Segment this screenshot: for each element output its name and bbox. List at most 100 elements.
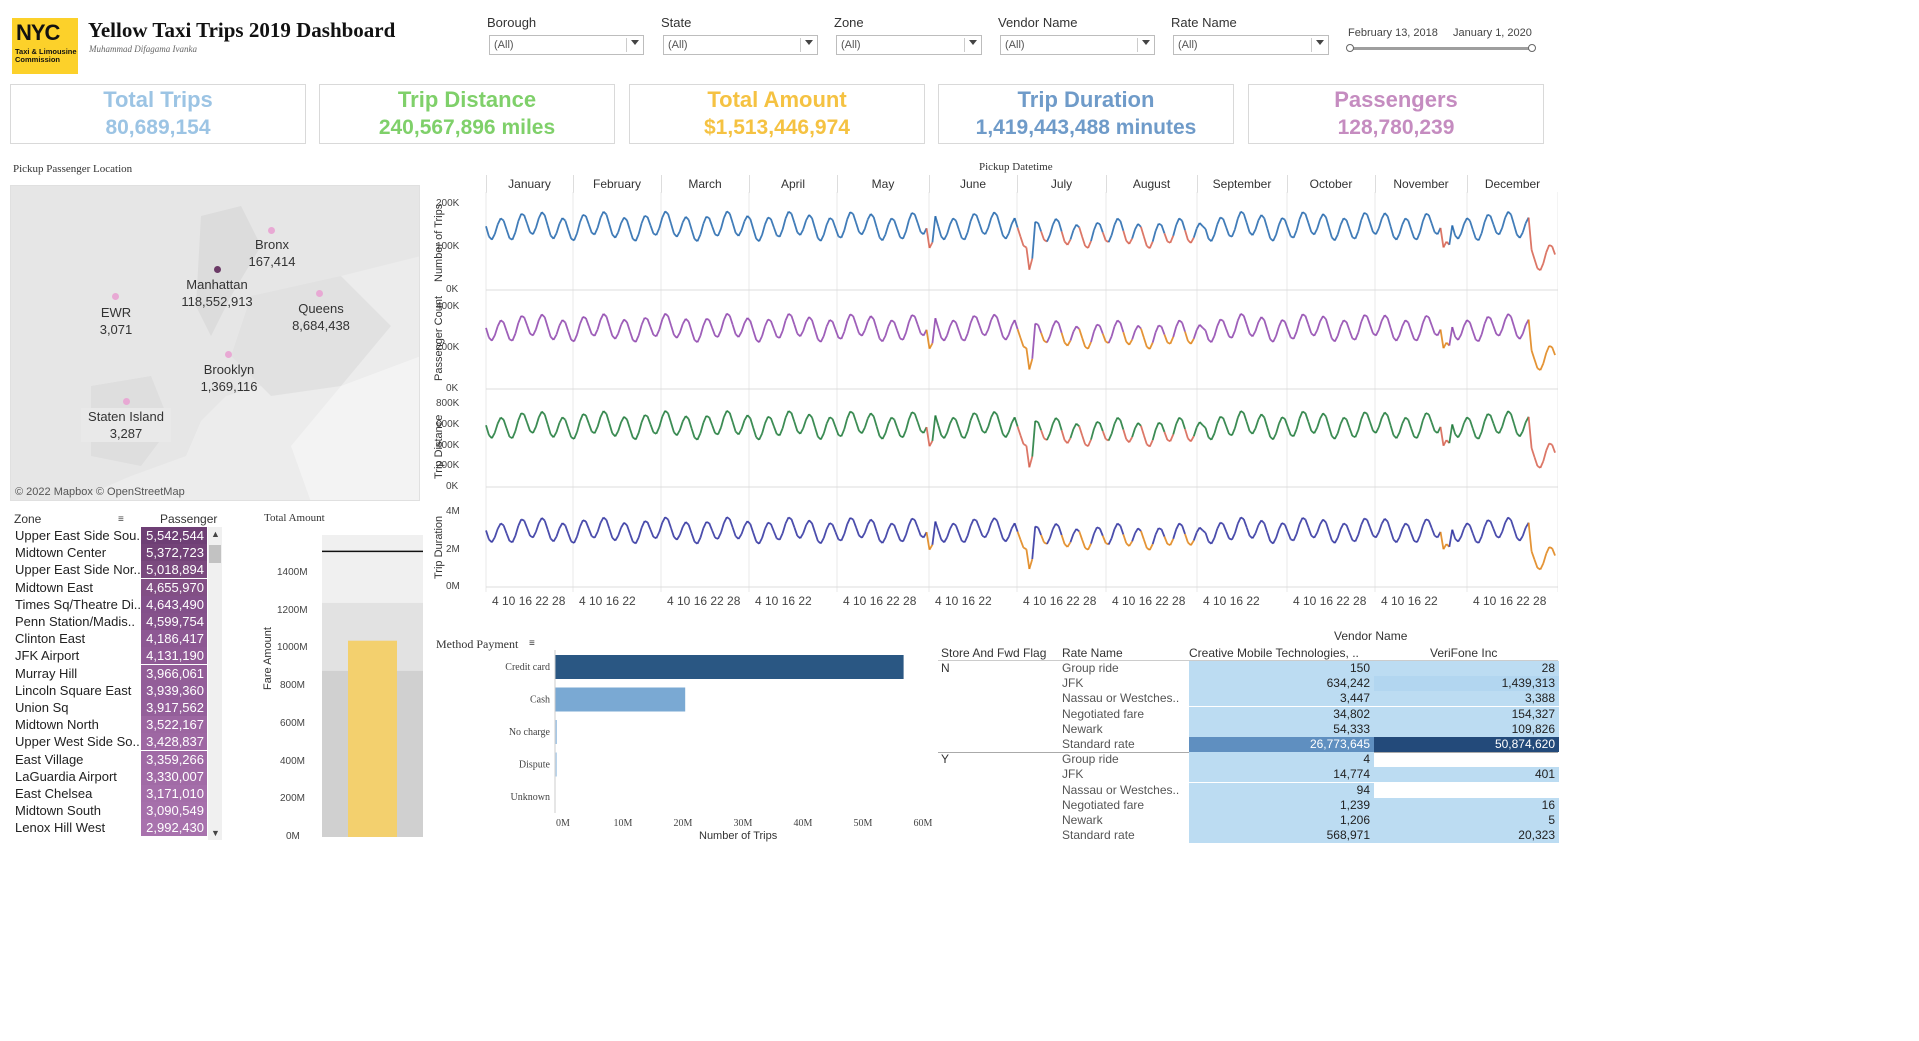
series-segment — [593, 227, 599, 235]
series-segment — [1172, 224, 1178, 236]
series-segment — [661, 210, 666, 219]
series-segment — [1263, 217, 1269, 229]
table-row[interactable]: Lincoln Square East 3,939,360 — [10, 681, 207, 699]
filter-state-dropdown[interactable]: (All) — [663, 35, 818, 55]
table-row[interactable]: Midtown East 4,655,970 — [10, 578, 207, 596]
series-segment — [520, 213, 525, 217]
table-row[interactable]: LaGuardia Airport 3,330,007 — [10, 767, 207, 785]
series-segment — [573, 536, 578, 544]
map-point-brooklyn[interactable] — [225, 351, 232, 358]
month-label: January — [508, 177, 551, 191]
sort-icon[interactable]: ≡ — [118, 514, 124, 525]
dashboard-author: Muhammad Difagama Ivanka — [89, 44, 197, 54]
table-row[interactable]: Union Sq 3,917,562 — [10, 699, 207, 716]
series-segment — [838, 538, 842, 542]
series-segment — [752, 228, 758, 239]
filter-zone-dropdown[interactable]: (All) — [836, 35, 982, 55]
zone-name: Midtown North — [15, 717, 99, 733]
passenger-value: 3,522,167 — [141, 716, 207, 734]
series-segment — [958, 229, 963, 239]
series-segment — [1404, 319, 1409, 324]
series-segment — [911, 411, 916, 415]
map-point-manhattan[interactable] — [214, 266, 221, 273]
series-segment — [1060, 231, 1066, 242]
series-segment — [723, 410, 728, 418]
scroll-up-icon[interactable]: ▲ — [211, 529, 220, 539]
filter-vendor-dropdown[interactable]: (All) — [1000, 35, 1155, 55]
zone-column-header[interactable]: Zone — [14, 512, 42, 526]
table-row[interactable]: Upper East Side Nor.. 5,018,894 — [10, 561, 207, 579]
series-segment — [658, 522, 664, 533]
series-segment — [814, 426, 819, 438]
series-segment — [1545, 244, 1551, 253]
table-row[interactable]: Upper East Side Sou.. 5,542,544 — [10, 527, 207, 544]
series-segment — [561, 319, 566, 324]
series-segment — [491, 432, 496, 439]
month-divider — [929, 175, 930, 193]
table-row[interactable]: Clinton East 4,186,417 — [10, 630, 207, 648]
series-segment — [931, 216, 937, 243]
series-segment — [867, 412, 872, 419]
series-segment — [702, 216, 708, 225]
series-segment — [969, 412, 975, 421]
table-row[interactable]: Midtown North 3,522,167 — [10, 716, 207, 734]
series-segment — [855, 527, 860, 536]
series-segment — [1322, 315, 1327, 320]
panel-tick-label: 100K — [436, 241, 460, 252]
scroll-down-icon[interactable]: ▼ — [211, 828, 220, 838]
table-row[interactable]: Murray Hill 3,966,061 — [10, 664, 207, 682]
sort-icon[interactable]: ≡ — [529, 638, 535, 649]
date-range-start: February 13, 2018 — [1348, 27, 1438, 39]
table-row[interactable]: East Chelsea 3,171,010 — [10, 785, 207, 802]
series-segment — [1377, 218, 1383, 229]
date-range-slider[interactable] — [1348, 47, 1534, 50]
series-segment — [517, 315, 523, 324]
filter-rate-label: Rate Name — [1171, 15, 1237, 30]
series-segment — [820, 335, 825, 343]
map-point-staten-island[interactable] — [123, 398, 130, 405]
table-row[interactable]: Midtown Center 5,372,723 — [10, 544, 207, 562]
panel-tick-label: 400K — [436, 301, 460, 312]
series-segment — [1234, 320, 1239, 332]
vendor-cmt-cell: 26,773,645 — [1189, 737, 1374, 752]
pickup-timeline-chart[interactable] — [426, 192, 1558, 592]
series-segment — [1272, 537, 1277, 544]
date-slider-start-handle[interactable] — [1346, 44, 1354, 52]
series-segment — [1416, 430, 1421, 439]
table-row[interactable]: Lenox Hill West 2,992,430 — [10, 819, 207, 837]
map-point-bronx[interactable] — [268, 227, 275, 234]
series-segment — [829, 217, 834, 221]
series-segment — [535, 416, 540, 428]
total-amount-chart[interactable] — [322, 535, 423, 837]
table-row[interactable]: East Village 3,359,266 — [10, 750, 207, 768]
series-segment — [978, 527, 984, 537]
series-segment — [870, 315, 875, 320]
series-segment — [1498, 531, 1504, 539]
table-row[interactable]: Penn Station/Madis.. 4,599,754 — [10, 613, 207, 630]
scrollbar-thumb[interactable] — [209, 545, 221, 563]
day-tick-label: 4 10 16 22 — [1203, 594, 1260, 608]
series-segment — [1005, 536, 1010, 543]
series-segment — [614, 535, 619, 542]
vendor-cmt-header: Creative Mobile Technologies, .. — [1189, 646, 1359, 660]
series-segment — [1140, 425, 1145, 436]
series-segment — [1069, 428, 1075, 439]
zone-table-scrollbar[interactable]: ▲ ▼ — [208, 527, 222, 840]
map-point-queens[interactable] — [316, 290, 323, 297]
table-row[interactable]: Times Sq/Theatre Di.. 4,643,490 — [10, 595, 207, 613]
series-segment — [1251, 330, 1257, 337]
table-row[interactable]: JFK Airport 4,131,190 — [10, 647, 207, 665]
series-segment — [1313, 532, 1318, 539]
filter-borough-dropdown[interactable]: (All) — [489, 35, 644, 55]
table-row[interactable]: Midtown South 3,090,549 — [10, 802, 207, 820]
date-slider-end-handle[interactable] — [1528, 44, 1536, 52]
filter-rate-dropdown[interactable]: (All) — [1173, 35, 1329, 55]
pickup-location-map[interactable]: Bronx 167,414 Manhattan 118,552,913 EWR 3,0… — [10, 185, 420, 501]
payment-bar — [555, 752, 557, 777]
passenger-column-header[interactable]: Passenger — [160, 512, 218, 526]
series-segment — [1190, 237, 1195, 244]
map-point-ewr[interactable] — [112, 293, 119, 300]
series-segment — [1336, 326, 1342, 337]
table-row[interactable]: Upper West Side So.. 3,428,837 — [10, 733, 207, 751]
